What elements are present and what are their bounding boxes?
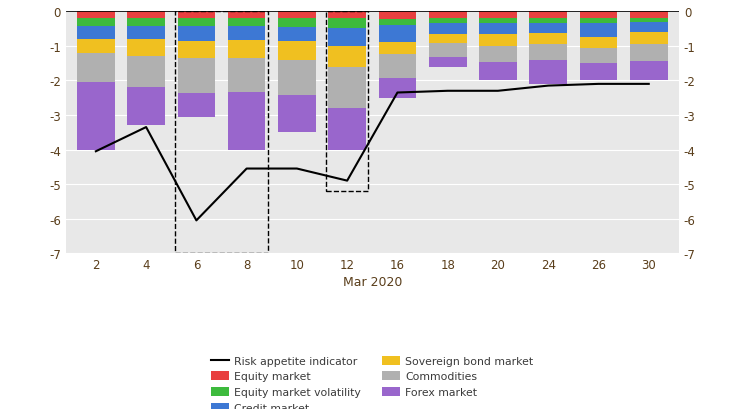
- Bar: [379, 55, 416, 79]
- Bar: [127, 19, 165, 27]
- Bar: [127, 12, 165, 19]
- Bar: [328, 19, 366, 29]
- Bar: [278, 61, 316, 96]
- Bar: [127, 27, 165, 40]
- Bar: [379, 79, 416, 99]
- Bar: [630, 45, 668, 62]
- Bar: [580, 19, 618, 25]
- Bar: [479, 19, 517, 25]
- Bar: [228, 93, 266, 150]
- Bar: [177, 27, 215, 42]
- Bar: [630, 23, 668, 33]
- X-axis label: Mar 2020: Mar 2020: [342, 276, 402, 288]
- Bar: [580, 24, 618, 38]
- Bar: [379, 43, 416, 55]
- Bar: [77, 27, 115, 40]
- Bar: [328, 29, 366, 47]
- Bar: [630, 33, 668, 45]
- Bar: [479, 24, 517, 35]
- Bar: [429, 58, 466, 67]
- Bar: [580, 12, 618, 19]
- Bar: [278, 96, 316, 133]
- Bar: [127, 40, 165, 57]
- Bar: [580, 64, 618, 81]
- Bar: [77, 19, 115, 27]
- Bar: [379, 12, 416, 20]
- Bar: [127, 57, 165, 88]
- Bar: [278, 28, 316, 42]
- Bar: [278, 19, 316, 28]
- Legend: Risk appetite indicator, Equity market, Equity market volatility, Credit market,: Risk appetite indicator, Equity market, …: [207, 351, 538, 409]
- Bar: [328, 67, 366, 109]
- Bar: [630, 12, 668, 19]
- Bar: [529, 34, 567, 45]
- Bar: [479, 12, 517, 19]
- Bar: [328, 12, 366, 19]
- Bar: [228, 19, 266, 27]
- Bar: [529, 45, 567, 61]
- Bar: [77, 83, 115, 150]
- Bar: [177, 42, 215, 59]
- Bar: [580, 48, 618, 64]
- Bar: [228, 12, 266, 19]
- Bar: [429, 12, 466, 18]
- Bar: [278, 42, 316, 61]
- Bar: [429, 24, 466, 35]
- Bar: [228, 40, 266, 58]
- Bar: [379, 20, 416, 26]
- Bar: [479, 46, 517, 63]
- Bar: [429, 44, 466, 58]
- Bar: [177, 93, 215, 117]
- Bar: [529, 19, 567, 24]
- Bar: [177, 18, 215, 27]
- Bar: [580, 38, 618, 48]
- Bar: [77, 54, 115, 83]
- Bar: [529, 61, 567, 85]
- Bar: [630, 19, 668, 23]
- Bar: [177, 12, 215, 18]
- Bar: [630, 62, 668, 81]
- Bar: [328, 109, 366, 150]
- Bar: [429, 35, 466, 44]
- Bar: [429, 18, 466, 24]
- Bar: [177, 59, 215, 93]
- Bar: [379, 26, 416, 43]
- Bar: [328, 47, 366, 67]
- Bar: [228, 58, 266, 93]
- Bar: [77, 12, 115, 19]
- Bar: [127, 88, 165, 126]
- Bar: [529, 12, 567, 19]
- Bar: [77, 40, 115, 54]
- Bar: [479, 35, 517, 46]
- Bar: [479, 63, 517, 81]
- Bar: [529, 24, 567, 34]
- Bar: [278, 12, 316, 19]
- Bar: [228, 27, 266, 40]
